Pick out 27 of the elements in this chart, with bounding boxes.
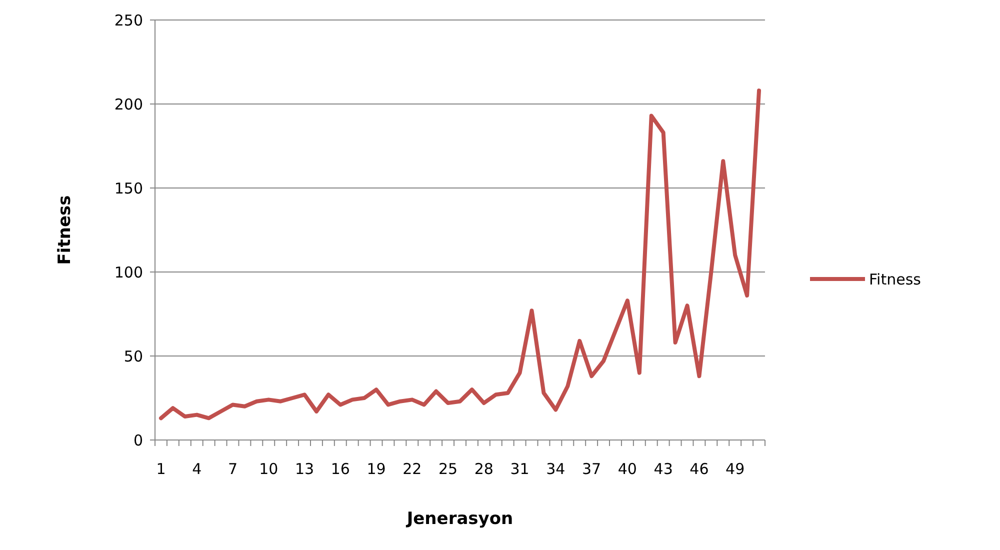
y-tick-label: 250 xyxy=(114,11,143,30)
x-tick-label: 25 xyxy=(438,460,458,478)
x-axis-title: Jenerasyon xyxy=(406,509,514,529)
x-tick-label: 28 xyxy=(474,460,494,478)
x-tick-label: 16 xyxy=(330,460,350,478)
x-tick-label: 46 xyxy=(690,460,709,478)
y-axis-title: Fitness xyxy=(55,195,75,265)
y-tick-label: 200 xyxy=(114,95,143,114)
y-tick-label: 100 xyxy=(114,263,143,282)
x-tick-label: 31 xyxy=(510,460,530,478)
x-tick-label: 43 xyxy=(654,460,673,478)
x-tick-label: 1 xyxy=(156,460,166,478)
x-tick-label: 19 xyxy=(366,460,386,478)
x-tick-label: 10 xyxy=(259,460,278,478)
y-tick-label: 50 xyxy=(124,347,143,366)
x-tick-label: 4 xyxy=(192,460,202,478)
y-tick-label: 150 xyxy=(114,179,143,198)
x-tick-label: 22 xyxy=(402,460,422,478)
x-tick-label: 49 xyxy=(726,460,745,478)
y-tick-label: 0 xyxy=(133,431,143,450)
line-series xyxy=(158,88,762,420)
x-tick-label: 37 xyxy=(582,460,602,478)
x-tick-label: 34 xyxy=(546,460,566,478)
x-tick-label: 40 xyxy=(618,460,637,478)
legend-label: Fitness xyxy=(869,270,922,288)
x-tick-label: 7 xyxy=(228,460,238,478)
x-tick-label: 13 xyxy=(294,460,314,478)
